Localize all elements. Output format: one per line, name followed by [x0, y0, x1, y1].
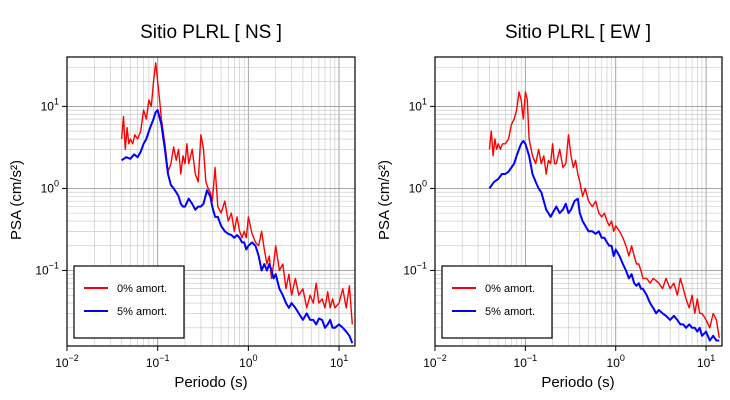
x-tick-label: 10−1	[146, 353, 170, 370]
series-line-0	[488, 91, 720, 339]
y-tick-label: 10−1	[403, 260, 427, 277]
legend-label-0: 0% amort.	[117, 283, 167, 295]
y-tick-label: 100	[409, 178, 427, 195]
x-axis-label: Periodo (s)	[541, 374, 614, 391]
tick-labels: 10−2 10−1 100 101 10−1 100 101	[403, 96, 715, 370]
plot-frame	[66, 56, 356, 347]
chart-title: Sitio PLRL [ NS ]	[140, 22, 282, 43]
x-tick-label: 100	[607, 353, 625, 370]
y-axis-label: PSA (cm/s²)	[8, 160, 25, 240]
y-tick-label: 100	[41, 178, 59, 195]
legend-label-0: 0% amort.	[485, 283, 535, 295]
legend-label-1: 5% amort.	[117, 306, 167, 318]
x-tick-label: 10−1	[514, 353, 538, 370]
chart-title: Sitio PLRL [ EW ]	[505, 22, 651, 43]
series-line-0	[120, 62, 353, 325]
chart-panel-ns: Sitio PLRL [ NS ] Periodo (s) PSA (cm/s²…	[8, 22, 356, 391]
series-line-1	[121, 109, 354, 344]
tick-labels: 10−2 10−1 100 101 10−1 100 101	[35, 96, 348, 370]
series-line-1	[488, 139, 720, 342]
legend: 0% amort. 5% amort.	[441, 265, 553, 339]
legend: 0% amort. 5% amort.	[73, 265, 185, 339]
x-tick-label: 100	[239, 353, 257, 370]
x-tick-label: 101	[697, 353, 715, 370]
x-tick-label: 10−2	[55, 353, 79, 370]
legend-box	[441, 265, 553, 339]
y-tick-label: 101	[41, 96, 59, 113]
legend-box	[73, 265, 185, 339]
series-lines	[488, 91, 720, 342]
y-tick-label: 10−1	[35, 260, 59, 277]
x-tick-label: 101	[330, 353, 348, 370]
y-axis-label: PSA (cm/s²)	[376, 160, 393, 240]
legend-label-1: 5% amort.	[485, 306, 535, 318]
series-lines	[120, 62, 354, 344]
x-tick-label: 10−2	[423, 353, 447, 370]
x-axis-label: Periodo (s)	[174, 374, 247, 391]
chart-panel-ew: Sitio PLRL [ EW ] Periodo (s) PSA (cm/s²…	[376, 22, 723, 391]
plot-frame	[434, 56, 723, 347]
y-tick-label: 101	[409, 96, 427, 113]
